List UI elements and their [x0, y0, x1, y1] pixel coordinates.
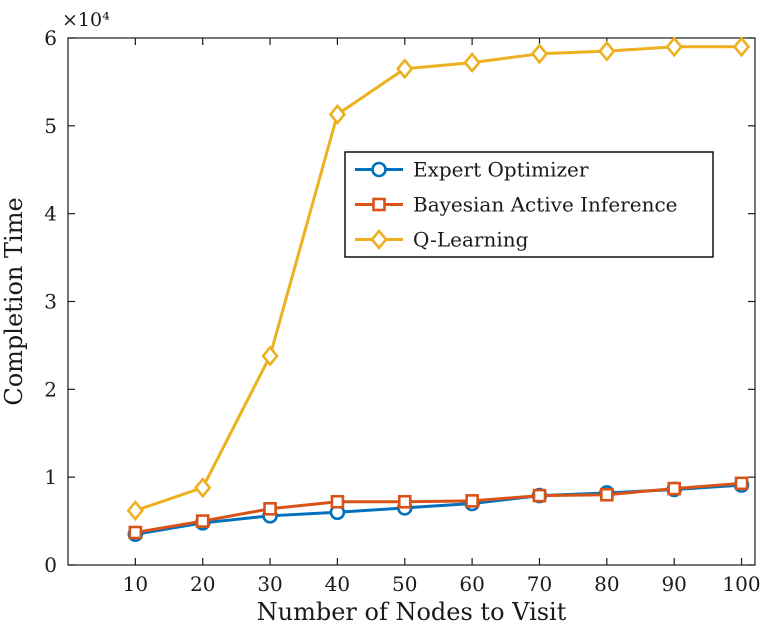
marker-diamond: [370, 228, 388, 251]
marker-diamond: [463, 52, 481, 74]
x-tick-label: 50: [392, 572, 417, 596]
marker-square: [532, 488, 547, 503]
marker-square: [372, 197, 386, 212]
legend: Expert Optimizer Bayesian Active Inferenc…: [344, 151, 714, 258]
y-tick-label: 2: [44, 377, 57, 401]
x-tick-label: 100: [722, 572, 760, 596]
marker-diamond: [328, 103, 347, 125]
marker-square: [330, 494, 345, 509]
y-tick-label: 5: [44, 114, 57, 138]
marker-diamond: [665, 36, 683, 58]
x-tick-label: 20: [190, 572, 215, 596]
marker-diamond: [530, 43, 549, 65]
marker-diamond: [194, 477, 212, 499]
legend-entry-label: Q-Learning: [413, 228, 529, 252]
marker-square: [465, 494, 479, 508]
y-tick-label: 0: [44, 553, 57, 577]
y-tick-label: 1: [44, 465, 57, 489]
marker-square: [734, 476, 749, 491]
marker-square: [263, 501, 277, 516]
x-tick-label: 40: [325, 572, 350, 596]
marker-diamond: [732, 36, 751, 58]
y-tick-label: 4: [44, 202, 57, 226]
marker-square: [667, 481, 681, 496]
series-line: [133, 481, 744, 535]
marker-square: [128, 525, 143, 540]
y-tick-label: 6: [44, 26, 57, 50]
marker-square: [600, 487, 614, 502]
marker-diamond: [261, 345, 279, 367]
series-bayesian-active-inference: [128, 476, 749, 540]
plot-area-box: [67, 37, 756, 566]
x-tick-label: 60: [459, 572, 484, 596]
legend-entry-label: Bayesian Active Inference: [413, 193, 677, 217]
x-tick-label: 30: [257, 572, 282, 596]
legend-box: [344, 151, 714, 258]
x-tick-label: 90: [661, 572, 686, 596]
marker-square: [397, 494, 412, 509]
legend-entry-label: Expert Optimizer: [413, 158, 589, 182]
marker-diamond: [126, 499, 145, 522]
x-axis-label: Number of Nodes to Visit: [257, 598, 567, 626]
marker-diamond: [396, 58, 414, 80]
series-line: [133, 45, 744, 513]
y-tick-label: 3: [44, 290, 57, 314]
marker-square: [195, 514, 210, 528]
y-axis-label: Completion Time: [0, 197, 28, 405]
x-tick-label: 80: [594, 572, 619, 596]
series-q-learning: [126, 36, 751, 522]
y-axis-multiplier: ×10⁴: [62, 9, 110, 31]
marker-circle: [371, 161, 387, 178]
x-tick-label: 70: [527, 572, 552, 596]
marker-diamond: [598, 40, 616, 62]
x-tick-label: 10: [123, 572, 148, 596]
